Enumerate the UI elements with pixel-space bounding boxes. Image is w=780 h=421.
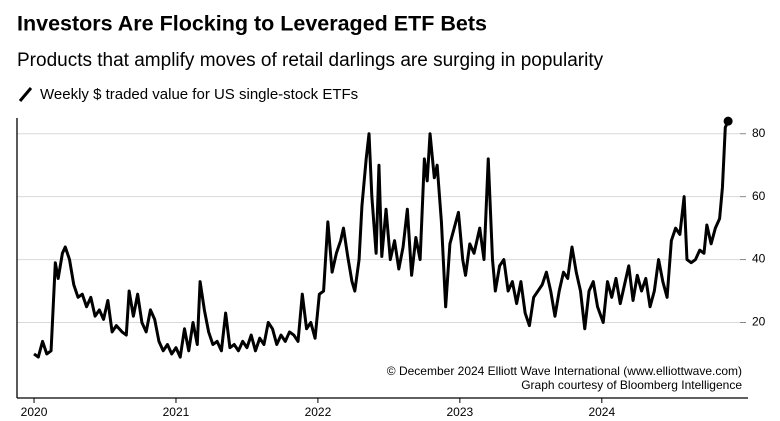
legend-swatch	[18, 87, 33, 102]
legend-label: Weekly $ traded value for US single-stoc…	[40, 86, 358, 103]
y-tick-label: 60	[752, 189, 766, 203]
annotation: Graph courtesy of Bloomberg Intelligence	[521, 378, 742, 392]
x-tick-label: 2024	[588, 405, 615, 419]
x-tick-label: 2023	[447, 405, 474, 419]
chart-title: Investors Are Flocking to Leveraged ETF …	[17, 12, 487, 36]
line	[33, 120, 730, 359]
y-tick-label: 80	[752, 126, 766, 140]
y-tick-label: 20	[752, 315, 766, 329]
x-tick-label: 2022	[305, 405, 332, 419]
x-tick-label: 2021	[163, 405, 190, 419]
end-marker	[723, 116, 733, 126]
annotation: © December 2024 Elliott Wave Internation…	[387, 364, 742, 378]
chart-subtitle: Products that amplify moves of retail da…	[17, 50, 604, 71]
x-tick-label: 2020	[21, 405, 48, 419]
y-tick-label: 40	[752, 252, 766, 266]
